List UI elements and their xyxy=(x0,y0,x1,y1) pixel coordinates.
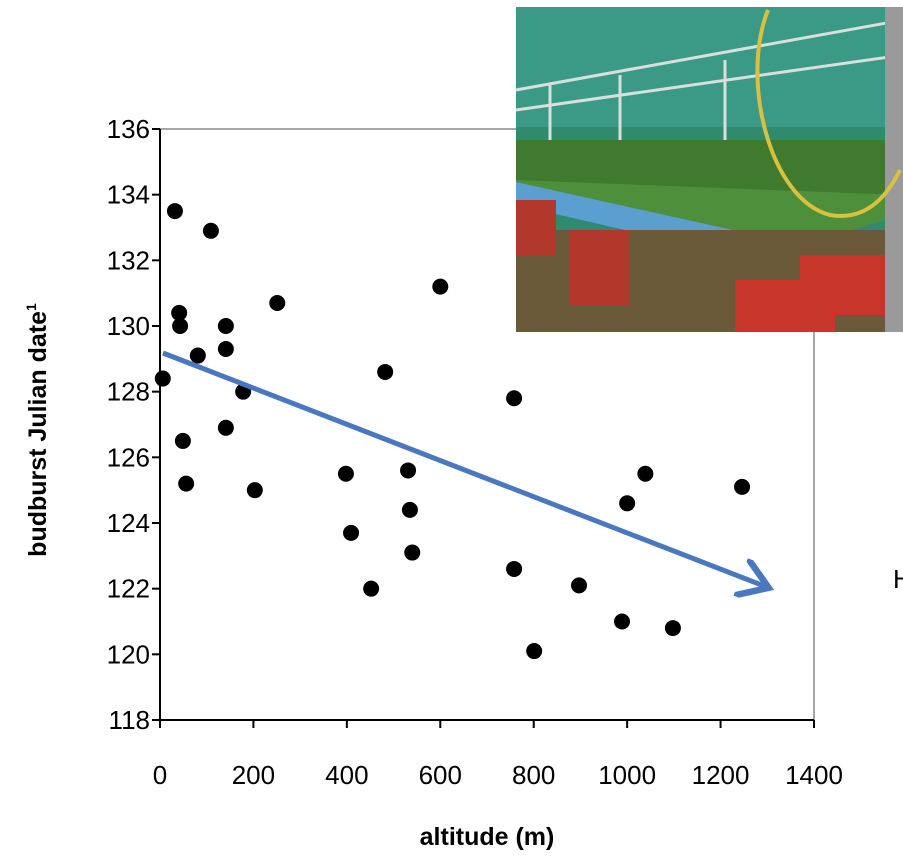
point xyxy=(637,465,654,482)
point xyxy=(363,580,380,597)
point xyxy=(269,295,286,312)
point xyxy=(246,482,263,499)
point xyxy=(171,304,188,321)
x-tick-label: 0 xyxy=(153,760,167,790)
y-tick-label: 118 xyxy=(109,705,150,735)
x-tick-label: 200 xyxy=(232,760,275,790)
marks: 118 120 122 124 126 128 130 132 134 136 0 200 400 600… xyxy=(107,114,843,790)
x-tick-label: 400 xyxy=(325,760,368,790)
x-tick-label: 600 xyxy=(419,760,462,790)
point xyxy=(619,495,636,512)
point xyxy=(506,390,523,407)
y-tick-label: 122 xyxy=(107,574,150,604)
photo xyxy=(515,7,903,332)
side-text: H xyxy=(893,564,903,594)
point xyxy=(506,560,523,577)
y-tick-label: 128 xyxy=(107,377,150,407)
point xyxy=(154,370,171,387)
y-tick-label: 124 xyxy=(107,508,150,538)
point xyxy=(178,475,195,492)
trend-arrow xyxy=(162,350,764,586)
y-tick-label: 132 xyxy=(107,245,150,275)
point xyxy=(734,478,751,495)
point xyxy=(337,465,354,482)
x-axis-label: altitude (m) xyxy=(420,823,555,851)
x-tick-label: 800 xyxy=(512,760,555,790)
x-tick-label: 1400 xyxy=(785,760,843,790)
point xyxy=(166,203,183,220)
point xyxy=(174,432,191,449)
point xyxy=(664,620,681,637)
point xyxy=(217,318,234,334)
point xyxy=(377,363,394,380)
point xyxy=(343,524,360,541)
point xyxy=(614,613,631,630)
point xyxy=(526,643,543,660)
point xyxy=(217,340,234,357)
y-tick-label: 136 xyxy=(107,114,150,144)
y-tick-label: 120 xyxy=(107,639,150,669)
point xyxy=(189,347,206,364)
y-tick-label: 126 xyxy=(107,442,150,472)
y-tick-label: 134 xyxy=(107,180,150,210)
x-tick-label: 1200 xyxy=(692,760,750,790)
point xyxy=(571,577,588,594)
x-tick-label: 1000 xyxy=(598,760,656,790)
point xyxy=(400,462,417,479)
point xyxy=(401,501,418,518)
y-axis-label: budburst Julian date1 xyxy=(23,303,52,557)
y-tick-label: 130 xyxy=(107,311,150,341)
point xyxy=(432,278,449,295)
point xyxy=(202,222,219,239)
point xyxy=(217,419,234,436)
point xyxy=(404,544,421,561)
y-axis-label-superscript: 1 xyxy=(23,303,39,311)
point xyxy=(172,318,189,334)
y-axis-label-text: budburst Julian date xyxy=(24,311,52,557)
